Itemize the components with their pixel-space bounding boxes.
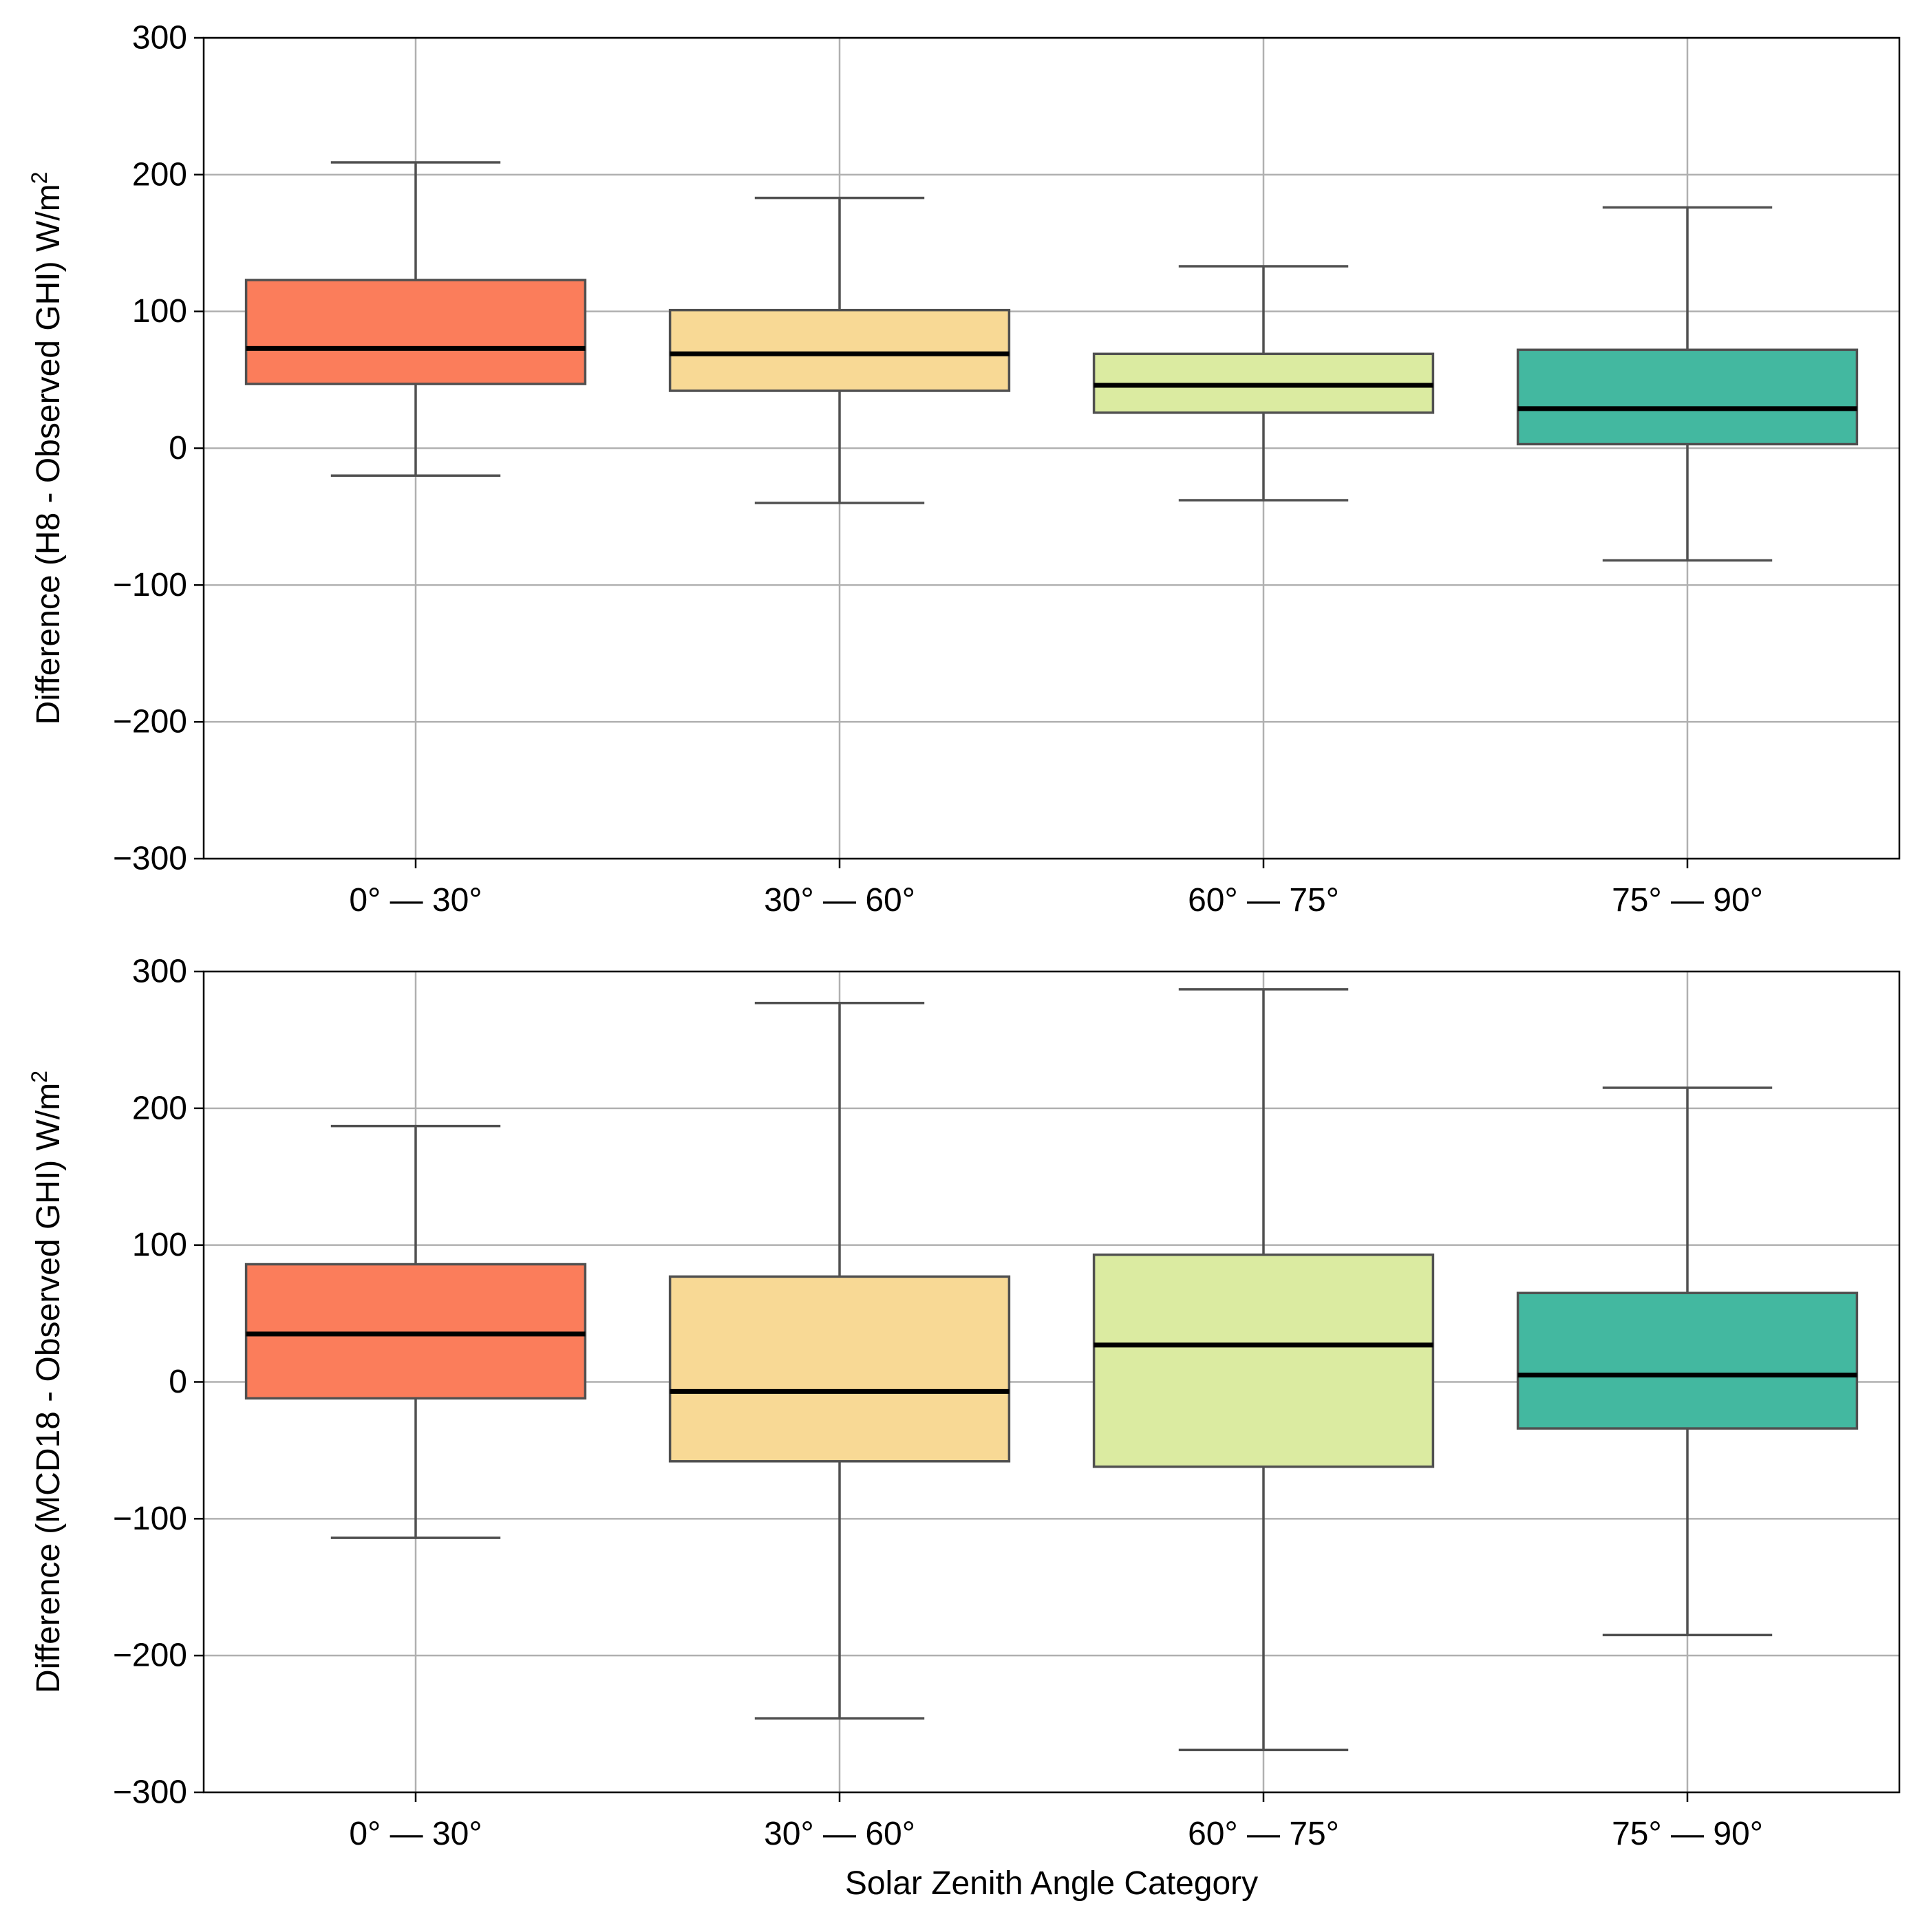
iqr-box xyxy=(1516,1291,1859,1430)
y-axis-label-text: Difference (H8 - Observed GHI) W/m xyxy=(30,184,67,724)
box-1 xyxy=(244,161,587,477)
y-tick-label: −200 xyxy=(113,704,187,740)
y-axis-label-superscript: 2 xyxy=(27,1071,52,1083)
panel-2: 300 200 100 0 −100 −200 −300 0° — 30° 30° — 60° 6… xyxy=(27,954,1901,1902)
y-tick-label: 300 xyxy=(132,20,187,56)
y-tick-label: 0 xyxy=(169,430,187,466)
x-tick-label: 60° — 75° xyxy=(1188,882,1339,919)
x-axis-label: Solar Zenith Angle Category xyxy=(845,1865,1258,1902)
x-tick-label: 30° — 60° xyxy=(764,882,915,919)
y-tick-label: −100 xyxy=(113,567,187,603)
y-tick-label: −200 xyxy=(113,1638,187,1674)
iqr-box xyxy=(668,1275,1011,1463)
iqr-box xyxy=(244,1263,587,1400)
box-3 xyxy=(1092,988,1435,1752)
x-tick-label: 0° — 30° xyxy=(349,1816,482,1852)
box-3 xyxy=(1092,265,1435,502)
y-axis-label-text: Difference (MCD18 - Observed GHI) W/m xyxy=(30,1083,67,1693)
y-tick-label: 100 xyxy=(132,293,187,330)
box-4 xyxy=(1516,1086,1859,1637)
y-tick-label: 200 xyxy=(132,1090,187,1126)
y-tick-label: 0 xyxy=(169,1364,187,1400)
y-tick-label: 100 xyxy=(132,1227,187,1263)
x-tick-label: 75° — 90° xyxy=(1612,882,1763,919)
y-tick-label: −300 xyxy=(113,1774,187,1811)
x-tick-label: 60° — 75° xyxy=(1188,1816,1339,1852)
y-tick-label: −100 xyxy=(113,1501,187,1537)
y-axis-label: Difference (MCD18 - Observed GHI) W/m2 xyxy=(27,1071,67,1693)
iqr-box xyxy=(668,308,1011,392)
box-2 xyxy=(668,1001,1011,1720)
y-axis-label: Difference (H8 - Observed GHI) W/m2 xyxy=(27,172,67,725)
iqr-box xyxy=(1092,1253,1435,1468)
panel-1: 300 200 100 0 −100 −200 −300 0° — 30° 30° — 60° 6… xyxy=(27,20,1901,919)
box-2 xyxy=(668,196,1011,504)
iqr-box xyxy=(244,279,587,385)
x-tick-label: 75° — 90° xyxy=(1612,1816,1763,1852)
box-4 xyxy=(1516,206,1859,562)
y-axis-label-superscript: 2 xyxy=(27,172,52,184)
box-1 xyxy=(244,1124,587,1539)
y-tick-label: −300 xyxy=(113,841,187,877)
x-tick-label: 0° — 30° xyxy=(349,882,482,919)
y-tick-label: 200 xyxy=(132,156,187,193)
y-tick-label: 300 xyxy=(132,954,187,990)
x-tick-label: 30° — 60° xyxy=(764,1816,915,1852)
iqr-box xyxy=(1516,348,1859,446)
